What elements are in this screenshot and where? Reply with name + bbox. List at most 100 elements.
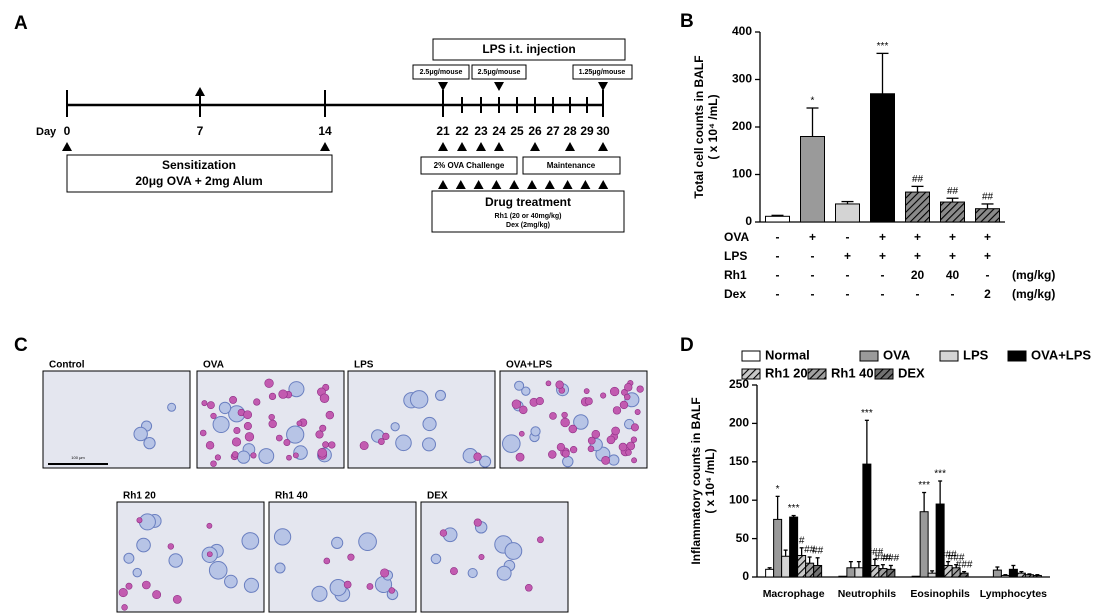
annotation: #	[799, 535, 805, 546]
cell	[530, 426, 541, 437]
cell	[430, 553, 442, 565]
treatment-cell: -	[986, 268, 990, 282]
cell	[630, 436, 638, 443]
day: 14	[318, 124, 332, 138]
cell	[624, 383, 633, 392]
micrograph-label: OVA+LPS	[506, 360, 553, 371]
cell	[206, 522, 213, 529]
day-label: Day	[36, 126, 57, 138]
cell	[125, 582, 133, 590]
cell	[205, 441, 215, 450]
cell	[504, 542, 523, 560]
cell	[630, 423, 639, 432]
cell	[121, 604, 128, 611]
cell	[243, 410, 253, 420]
cell	[208, 560, 228, 580]
cell	[315, 430, 324, 439]
annotation: ##	[912, 174, 924, 185]
chart-b: 0 100 200 300 400 Total cell counts in BALF( …	[692, 24, 1055, 301]
legend-swatch	[741, 368, 761, 380]
legend-label: OVA	[883, 347, 911, 362]
cell	[591, 430, 601, 439]
cell	[292, 452, 299, 459]
micrographs: Control OVA LPS OVA+LPS Rh1 20 Rh1 40 DEX 100 μ…	[42, 360, 648, 613]
cell	[569, 446, 578, 454]
bar	[959, 572, 969, 578]
bar	[927, 572, 937, 578]
triangle	[598, 142, 608, 151]
cell	[229, 395, 238, 404]
treatment-cell: -	[846, 268, 850, 282]
annotation: ###	[875, 552, 892, 563]
annotation: ***	[861, 408, 873, 419]
bar	[813, 564, 823, 578]
cell	[366, 583, 374, 590]
treatment-cell: -	[881, 268, 885, 282]
y-tick-label: 0	[742, 569, 749, 583]
cell	[288, 381, 305, 398]
dose-box	[412, 64, 470, 80]
bar	[765, 568, 775, 578]
treatment-label: Dex	[724, 287, 746, 301]
micrograph	[42, 370, 191, 469]
cell	[275, 434, 283, 442]
maintenance: Maintenance	[547, 161, 596, 170]
micrograph-label: Rh1 40	[275, 491, 308, 502]
triangle	[565, 142, 575, 151]
annotation: ##	[804, 545, 816, 556]
bar	[805, 562, 815, 578]
bar	[1032, 574, 1042, 578]
day: 29	[580, 124, 594, 138]
triangle	[544, 180, 555, 189]
cell	[625, 449, 632, 456]
cell	[206, 551, 213, 558]
challenge-box	[420, 156, 518, 175]
legend-label: Normal	[765, 347, 810, 362]
cell	[515, 452, 525, 462]
dose-box	[471, 64, 527, 80]
triangle	[438, 82, 448, 91]
cell	[329, 579, 347, 597]
cell	[347, 553, 355, 561]
cell	[268, 392, 277, 401]
treatment-label: OVA	[724, 230, 749, 244]
day: 22	[455, 124, 469, 138]
cell	[473, 518, 482, 527]
bar	[838, 575, 848, 578]
cell	[545, 380, 552, 387]
cell	[435, 389, 447, 401]
treatment-cell: -	[846, 287, 850, 301]
cell	[562, 455, 574, 468]
cell	[473, 452, 482, 461]
legend-label: DEX	[898, 365, 925, 380]
y-axis-label: ( x 10⁴ /mL)	[703, 448, 717, 513]
cell	[206, 401, 215, 410]
y-tick-label: 100	[729, 492, 749, 506]
cell	[123, 552, 135, 564]
annotation: ***	[918, 480, 930, 491]
annotation: ###	[867, 547, 884, 558]
treatment-label: Rh1	[724, 268, 747, 282]
legend-label: OVA+LPS	[1031, 347, 1091, 362]
cell	[296, 420, 303, 427]
y-axis-label: Inflammatory counts in BALF	[689, 397, 703, 564]
triangle	[473, 180, 484, 189]
cell	[210, 460, 217, 467]
cell	[439, 529, 448, 537]
triangle	[527, 180, 537, 189]
cell	[449, 567, 458, 576]
cell	[241, 532, 260, 550]
cell	[167, 402, 177, 412]
dose: 2.5μg/mouse	[478, 69, 521, 76]
bar	[789, 516, 799, 578]
cell	[587, 436, 596, 445]
cell	[319, 393, 330, 403]
cell	[264, 378, 274, 388]
treatment-cell: -	[951, 287, 955, 301]
day: 26	[528, 124, 542, 138]
cell	[286, 425, 305, 444]
y-tick-label: 300	[732, 72, 752, 86]
treatment-cell: +	[844, 249, 851, 263]
bar	[919, 511, 929, 578]
day: 30	[596, 124, 610, 138]
